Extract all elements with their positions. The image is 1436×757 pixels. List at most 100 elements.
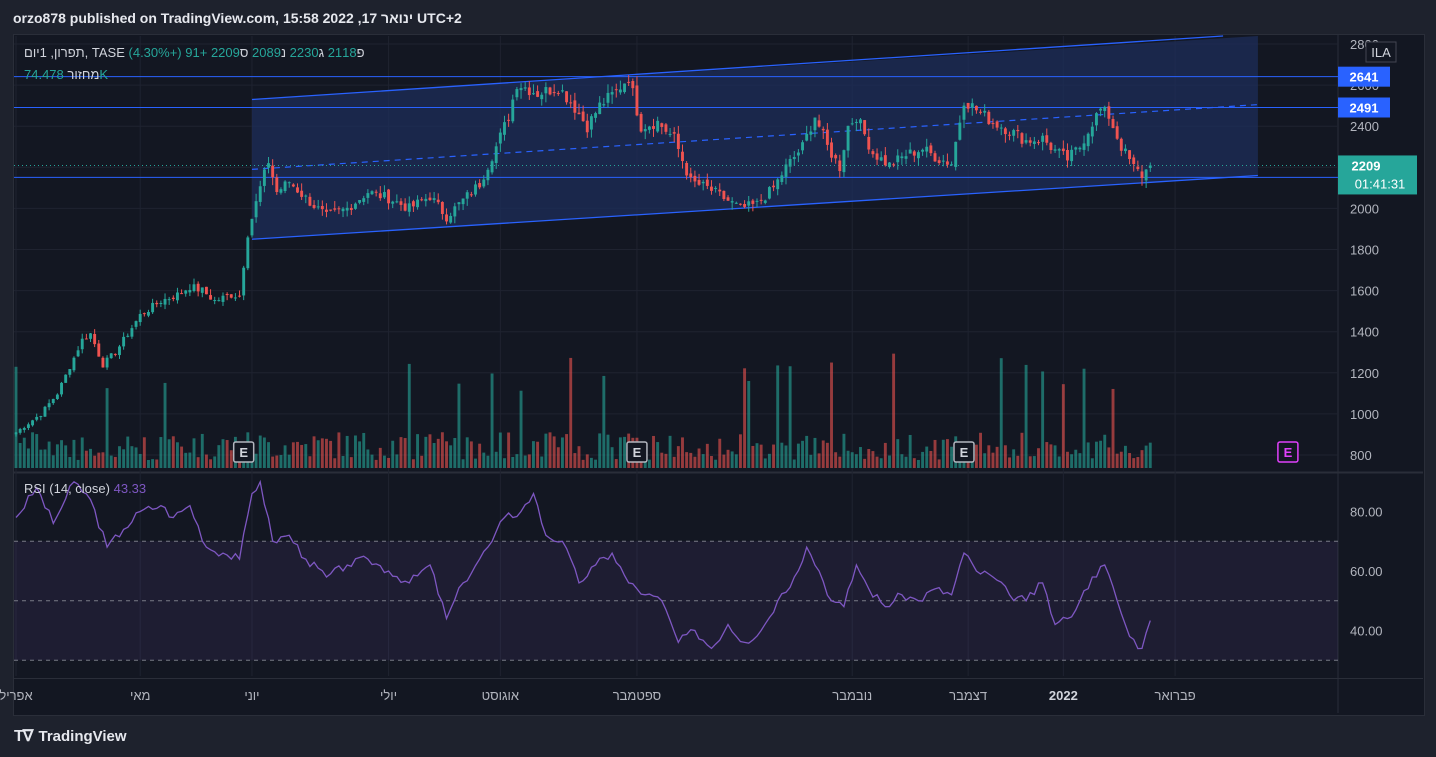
candle-body bbox=[254, 201, 258, 218]
candle-body bbox=[329, 209, 333, 211]
candle-body bbox=[863, 120, 867, 135]
current-price-tag bbox=[1338, 155, 1417, 195]
volume-bar bbox=[503, 458, 506, 468]
candle-body bbox=[954, 141, 958, 167]
volume-bar bbox=[863, 458, 867, 468]
candle-body bbox=[767, 187, 771, 199]
candle-body bbox=[1049, 142, 1053, 150]
candle-body bbox=[209, 295, 213, 300]
candle-body bbox=[275, 177, 279, 193]
candle-body bbox=[1078, 147, 1082, 150]
volume-bar bbox=[72, 439, 76, 468]
volume-bar bbox=[490, 373, 494, 468]
currency-badge-text: ILA bbox=[1371, 45, 1391, 60]
candle-body bbox=[1008, 134, 1011, 136]
candle-body bbox=[1144, 169, 1148, 181]
volume-bar bbox=[751, 445, 755, 468]
volume-bar bbox=[113, 456, 117, 468]
candle-body bbox=[610, 92, 614, 95]
candle-body bbox=[200, 287, 204, 293]
tradingview-footer[interactable]: T∇ TradingView bbox=[14, 726, 127, 746]
candle-body bbox=[325, 209, 328, 212]
volume-bar bbox=[416, 434, 419, 468]
candle-body bbox=[167, 299, 171, 301]
candle-body bbox=[734, 202, 738, 204]
price-tick-1000: 1000 bbox=[1350, 407, 1379, 422]
volume-bar bbox=[362, 432, 366, 468]
volume-bar bbox=[888, 455, 891, 468]
volume-bar bbox=[1086, 442, 1090, 468]
volume-bar bbox=[35, 434, 39, 468]
candle-body bbox=[631, 81, 635, 89]
candle-body bbox=[908, 149, 912, 154]
candle-body bbox=[387, 189, 391, 204]
candle-body bbox=[556, 93, 560, 95]
candle-body bbox=[664, 124, 668, 132]
volume-bar bbox=[676, 446, 680, 468]
candle-body bbox=[974, 105, 978, 111]
candle-body bbox=[482, 179, 486, 187]
volume-bar bbox=[498, 432, 502, 468]
volume-bar bbox=[31, 432, 35, 468]
volume-bar bbox=[979, 432, 982, 468]
volume-bar bbox=[536, 441, 540, 468]
volume-bar bbox=[1003, 445, 1007, 468]
volume-bar bbox=[445, 441, 448, 468]
volume-bar bbox=[527, 454, 531, 468]
candle-body bbox=[966, 102, 970, 109]
volume-bar bbox=[329, 440, 333, 468]
volume-bar bbox=[714, 459, 718, 468]
candle-body bbox=[623, 83, 626, 93]
volume-bar bbox=[167, 439, 171, 468]
candle-body bbox=[643, 129, 647, 132]
volume-bar bbox=[813, 437, 817, 468]
volume-bar bbox=[776, 365, 780, 468]
volume-legend: מחזור 74.478K bbox=[24, 67, 108, 82]
candle-body bbox=[113, 353, 117, 355]
candle-body bbox=[970, 103, 974, 108]
currency-badge bbox=[1365, 41, 1397, 63]
candle-body bbox=[126, 335, 130, 337]
candle-body bbox=[544, 87, 548, 94]
volume-bar bbox=[1128, 453, 1132, 468]
price-tag-2641-text: 2641 bbox=[1350, 70, 1379, 85]
publish-header: orzo878 published on TradingView.com, ינ… bbox=[13, 10, 462, 26]
volume-bar bbox=[349, 457, 353, 468]
candle-body bbox=[1057, 149, 1061, 151]
candle-body bbox=[1111, 119, 1115, 129]
volume-bar bbox=[900, 454, 904, 468]
volume-bar bbox=[440, 432, 444, 468]
earnings-marker-label-1: E bbox=[633, 445, 642, 460]
candle-body bbox=[97, 343, 101, 357]
candle-body bbox=[536, 91, 540, 97]
volume-bar bbox=[1066, 451, 1069, 468]
candle-body bbox=[175, 292, 179, 301]
candle-body bbox=[1032, 141, 1036, 144]
candle-body bbox=[921, 149, 925, 152]
candle-body bbox=[573, 100, 577, 113]
candle-body bbox=[941, 160, 945, 162]
candle-body bbox=[18, 429, 22, 433]
volume-bar bbox=[39, 449, 43, 468]
volume-bar bbox=[850, 452, 854, 468]
candle-body bbox=[147, 312, 150, 316]
candle-body bbox=[1082, 143, 1086, 150]
volume-bar bbox=[196, 457, 200, 468]
candle-body bbox=[809, 131, 813, 135]
volume-bar bbox=[523, 455, 527, 468]
candle-body bbox=[519, 88, 523, 91]
candle-body bbox=[1037, 142, 1040, 144]
candle-body bbox=[1028, 140, 1032, 143]
volume-bar bbox=[830, 362, 833, 468]
volume-bar bbox=[606, 434, 610, 468]
volume-bar bbox=[1095, 441, 1098, 468]
candle-body bbox=[362, 198, 366, 202]
volume-bar bbox=[904, 456, 908, 468]
volume-bar bbox=[933, 439, 937, 468]
legend-open-value: 2118 bbox=[327, 45, 357, 60]
price-tag-2491-text: 2491 bbox=[1350, 100, 1379, 115]
volume-bar bbox=[1119, 451, 1123, 468]
candle-body bbox=[416, 199, 419, 208]
candle-body bbox=[805, 133, 809, 141]
